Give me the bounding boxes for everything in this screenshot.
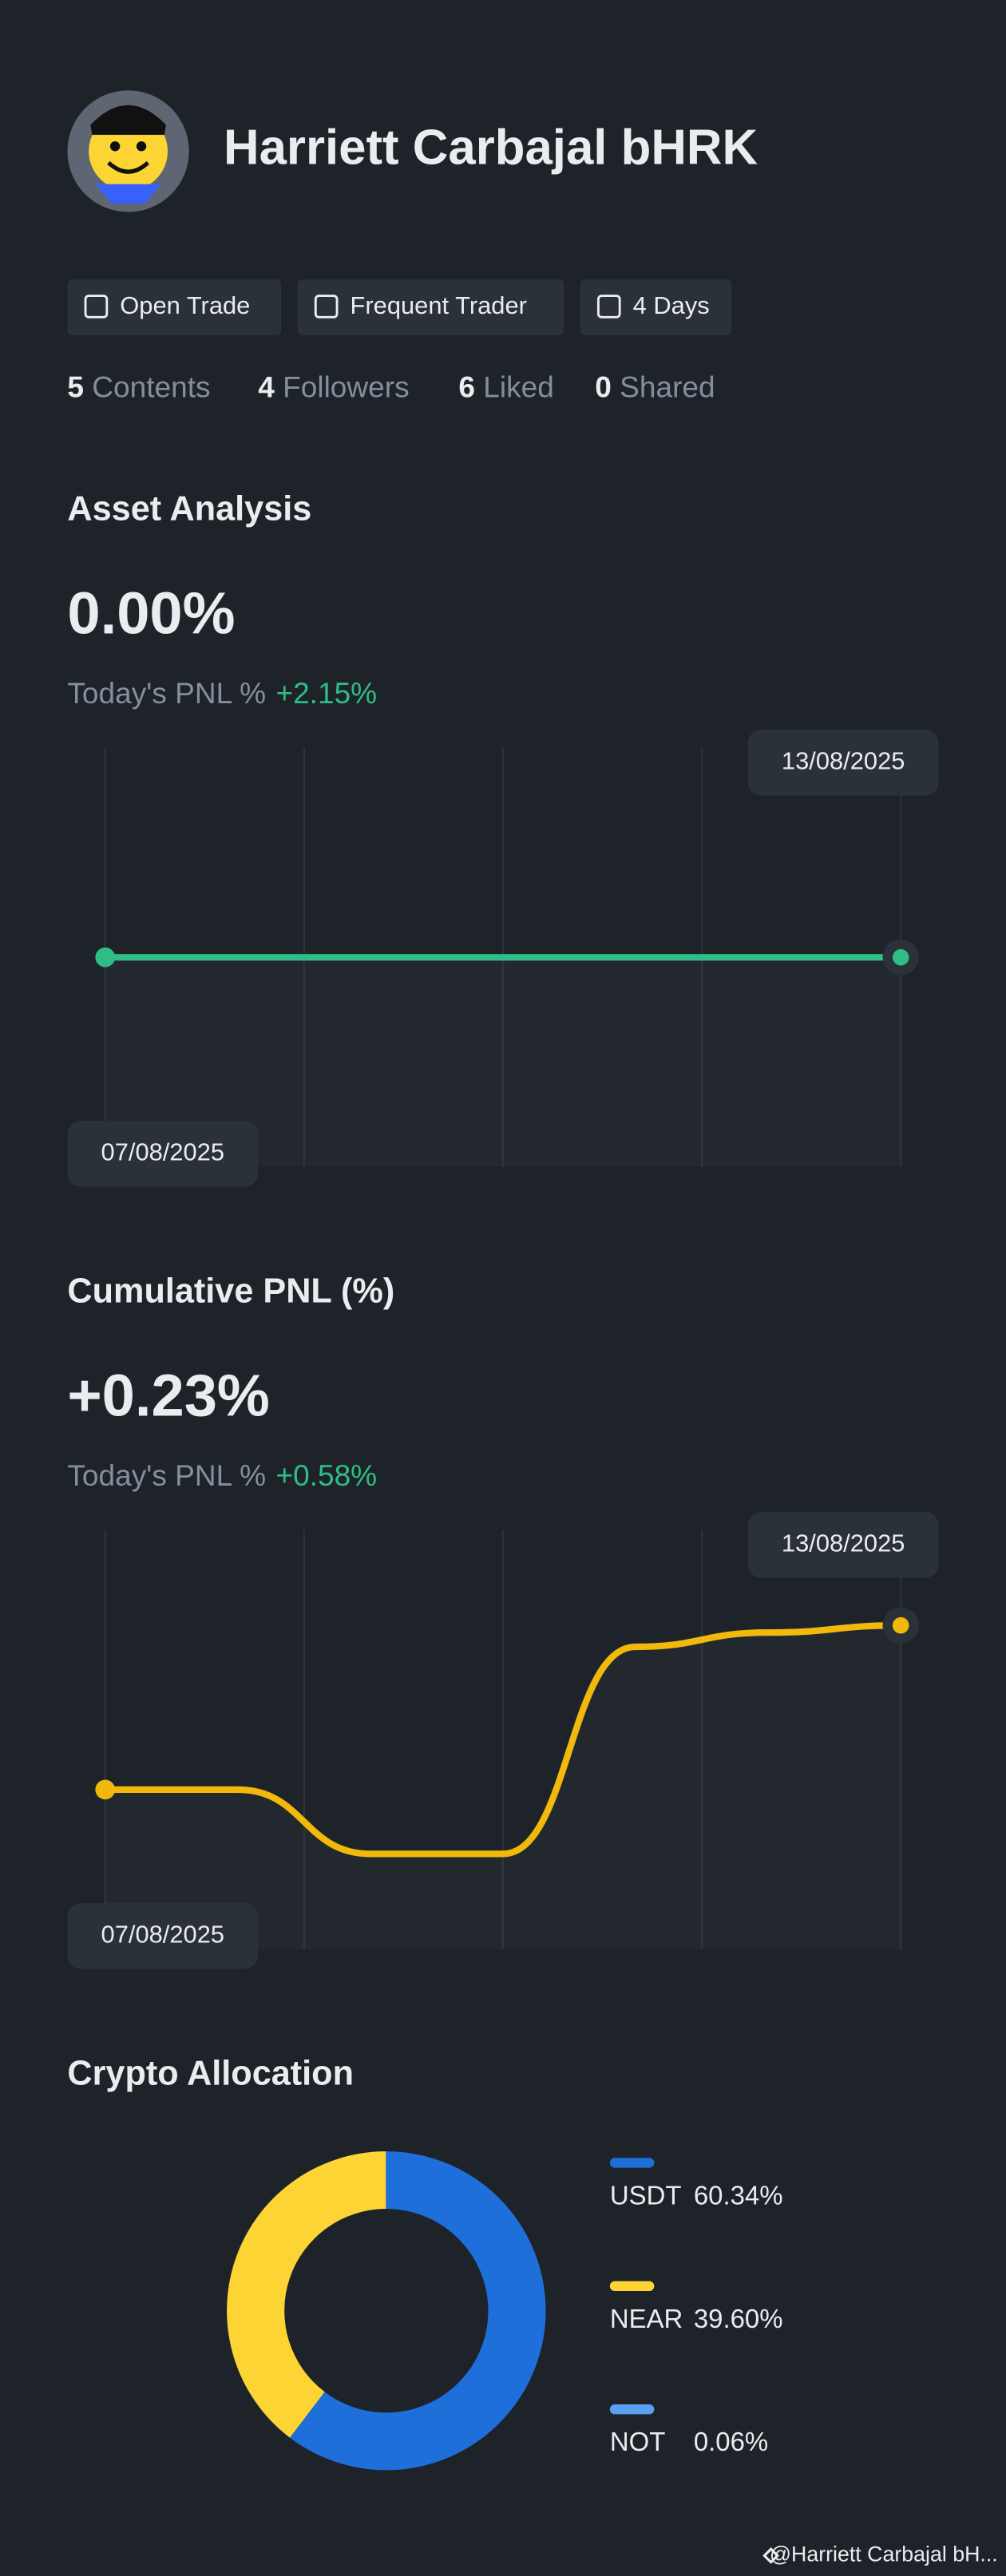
legend-value: 60.34%	[694, 2180, 783, 2210]
pnl-change: +2.15%	[275, 676, 377, 710]
badge-icon	[314, 295, 339, 319]
badge	[580, 279, 732, 335]
headline-value: 0.00%	[67, 580, 235, 647]
legend-name: NEAR	[610, 2304, 683, 2333]
section-title: Asset Analysis	[67, 490, 311, 528]
date-tag	[67, 1903, 259, 1969]
stat-label: Contents	[92, 370, 210, 404]
pnl-label: Today's PNL %	[67, 1458, 266, 1492]
badge-label: 4 Days	[633, 291, 710, 319]
legend-swatch	[609, 2404, 655, 2415]
badge-label: Open Trade	[120, 291, 250, 319]
profile-name: Harriett Carbajal bHRK	[224, 121, 758, 176]
legend-name: USDT	[610, 2180, 682, 2210]
footer-logo	[762, 2547, 780, 2564]
pnl-caption: Today's PNL % +2.15%	[67, 676, 377, 710]
stat-count: 5	[67, 370, 84, 404]
legend-swatch	[609, 2158, 655, 2168]
legend-value: 0.06%	[694, 2427, 768, 2456]
stat-count: 6	[458, 370, 475, 404]
stat-label: Followers	[283, 370, 410, 404]
start-dot	[95, 1779, 116, 1800]
date-tag	[747, 730, 939, 796]
legend-name: NOT	[610, 2427, 666, 2456]
date-tag	[67, 1121, 259, 1187]
section-title: Crypto Allocation	[67, 2055, 354, 2093]
date-tag	[747, 1512, 939, 1578]
legend-swatch	[609, 2281, 655, 2291]
stat-label: Shared	[620, 370, 715, 404]
badge	[297, 279, 564, 335]
end-dot	[892, 1616, 909, 1634]
date-label: 13/08/2025	[782, 746, 905, 774]
legend-value: 39.60%	[694, 2304, 783, 2333]
badge-label: Frequent Trader	[351, 291, 527, 319]
badge	[67, 279, 282, 335]
line	[105, 1622, 901, 1858]
date-label: 07/08/2025	[101, 1138, 225, 1165]
date-label: 07/08/2025	[101, 1920, 225, 1948]
pnl-label: Today's PNL %	[67, 676, 266, 710]
badge-icon	[84, 295, 109, 319]
start-dot	[95, 947, 116, 967]
headline-value: +0.23%	[67, 1363, 269, 1429]
stat-label: Liked	[483, 370, 554, 404]
pnl-change: +0.58%	[275, 1458, 377, 1492]
stat-count: 0	[595, 370, 612, 404]
donut-segment	[227, 2151, 386, 2438]
stat-count: 4	[258, 370, 275, 404]
footer-text: @Harriett Carbajal bH...	[770, 2542, 998, 2566]
date-label: 13/08/2025	[782, 1529, 905, 1557]
section-title: Cumulative PNL (%)	[67, 1272, 394, 1311]
pnl-caption: Today's PNL % +0.58%	[67, 1458, 377, 1492]
donut-segment	[290, 2151, 546, 2471]
badge-icon	[596, 295, 621, 319]
avatar	[67, 90, 189, 212]
end-dot	[892, 948, 909, 966]
